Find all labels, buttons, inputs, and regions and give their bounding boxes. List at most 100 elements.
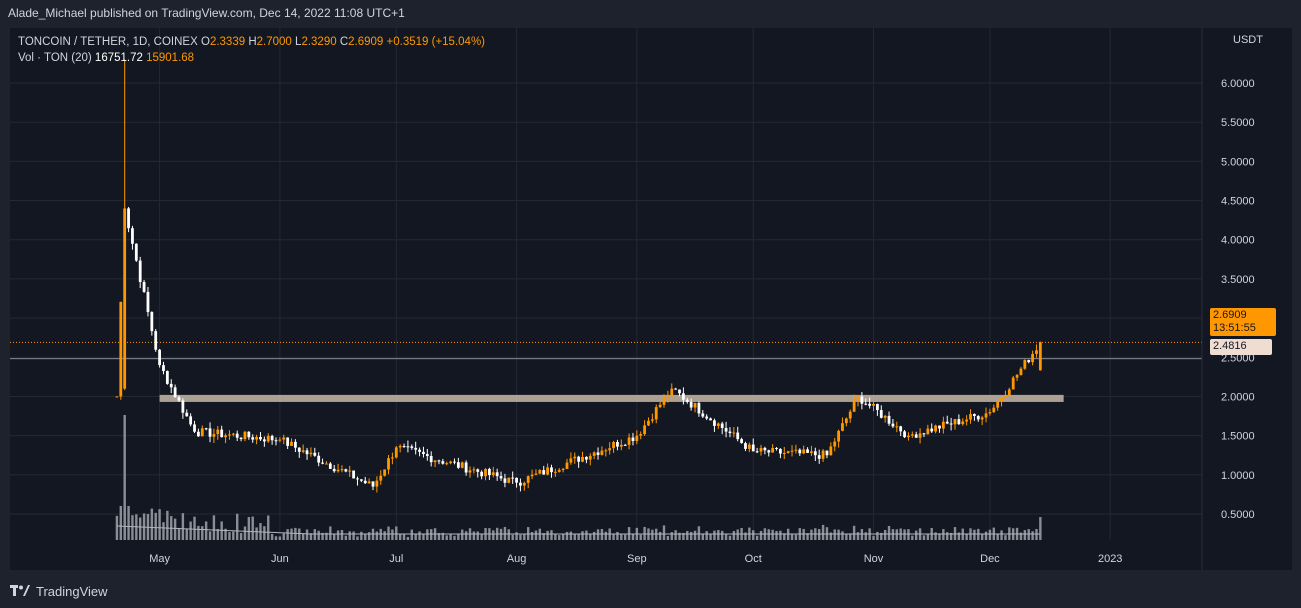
volume-bar xyxy=(837,529,840,540)
candle-body xyxy=(325,463,328,465)
candle-body xyxy=(988,412,992,414)
candle-body xyxy=(526,476,530,483)
candle-body xyxy=(131,228,134,244)
candle-body xyxy=(674,388,678,390)
candle-body xyxy=(375,480,379,487)
volume-bar xyxy=(783,533,786,540)
candle-body xyxy=(709,418,712,421)
volume-bar xyxy=(860,529,864,540)
candle-body xyxy=(336,469,340,472)
volume-bar xyxy=(193,516,196,540)
candle-body xyxy=(806,449,809,453)
candle-body xyxy=(445,463,449,465)
candle-body xyxy=(973,414,976,416)
candle-body xyxy=(1031,353,1034,363)
candle-body xyxy=(938,425,941,429)
candle-body xyxy=(216,429,220,435)
volume-bar xyxy=(592,531,596,540)
volume-bar xyxy=(154,512,157,540)
candle-body xyxy=(476,469,480,472)
candle-body xyxy=(627,437,631,445)
candle-body xyxy=(879,410,883,418)
volume-bar xyxy=(185,528,188,540)
volume-bar xyxy=(375,531,379,540)
price-chart[interactable]: 0.50001.00001.50002.00002.50003.00003.50… xyxy=(10,28,1292,570)
candle-body xyxy=(713,420,716,426)
symbol-name[interactable]: TONCOIN / TETHER, 1D, COINEX xyxy=(18,36,198,48)
volume-bar xyxy=(298,528,301,540)
volume-bar xyxy=(775,530,778,540)
y-tick-label: 1.5000 xyxy=(1221,431,1255,443)
x-tick-label: Jul xyxy=(389,553,403,565)
volume-bar xyxy=(643,526,646,540)
volume-bar xyxy=(263,526,266,540)
volume-bar xyxy=(845,534,848,540)
volume-bar xyxy=(336,530,340,540)
candle-body xyxy=(705,416,709,419)
candle-body xyxy=(662,396,666,405)
volume-bar xyxy=(852,525,856,540)
candle-body xyxy=(297,447,301,452)
candle-body xyxy=(235,433,239,438)
candle-body xyxy=(286,437,290,446)
volume-bar xyxy=(558,535,561,540)
candle-body xyxy=(278,439,282,441)
candle-body xyxy=(220,429,224,438)
candle-body xyxy=(123,208,127,389)
candle-body xyxy=(961,421,965,425)
candle-body xyxy=(848,411,852,419)
volume-bar xyxy=(340,529,344,540)
volume-bar xyxy=(709,534,712,540)
volume-bar xyxy=(616,531,619,540)
volume-bar xyxy=(364,533,367,540)
volume-bar xyxy=(728,535,732,540)
footer-brand[interactable]: TradingView xyxy=(10,582,108,600)
volume-bar xyxy=(1031,531,1034,540)
candle-body xyxy=(212,434,216,437)
volume-bar xyxy=(472,531,476,540)
x-tick-label: Jun xyxy=(271,553,289,565)
y-tick-label: 5.5000 xyxy=(1221,117,1255,129)
volume-bar xyxy=(911,535,914,540)
volume-bar xyxy=(938,533,941,540)
volume-bar xyxy=(515,532,518,540)
volume-bar xyxy=(158,509,161,540)
candle-body xyxy=(290,441,293,446)
volume-bar xyxy=(367,532,371,540)
chart-pane[interactable]: 0.50001.00001.50002.00002.50003.00003.50… xyxy=(10,28,1292,570)
volume-bar xyxy=(887,525,891,540)
candle-body xyxy=(992,407,996,413)
candle-body xyxy=(1015,374,1019,378)
volume-bar xyxy=(713,530,716,540)
volume-label[interactable]: Vol · TON (20) xyxy=(18,52,92,64)
candle-body xyxy=(650,419,654,421)
candle-body xyxy=(464,462,468,473)
candle-body xyxy=(581,456,584,462)
volume-bar xyxy=(674,530,677,540)
candle-body xyxy=(266,435,270,442)
volume-bar xyxy=(988,529,992,540)
volume-bar xyxy=(697,526,701,540)
candle-body xyxy=(813,451,817,456)
candle-body xyxy=(367,481,371,484)
candle-body xyxy=(309,452,313,455)
candle-body xyxy=(616,442,619,447)
candle-body xyxy=(666,395,670,397)
volume-bar xyxy=(767,529,770,540)
candle-body xyxy=(852,400,856,412)
candle-body xyxy=(728,431,732,434)
volume-bar xyxy=(278,536,282,540)
candle-body xyxy=(534,473,538,475)
candle-body xyxy=(425,454,429,456)
candle-body xyxy=(115,396,119,398)
candle-body xyxy=(414,447,418,450)
volume-bar xyxy=(949,532,953,540)
volume-bar xyxy=(236,513,239,540)
candle-body xyxy=(759,447,763,452)
volume-bar xyxy=(686,530,689,540)
volume-bar xyxy=(946,532,949,540)
candle-body xyxy=(802,449,806,454)
candle-body xyxy=(185,412,189,417)
candle-body xyxy=(720,423,724,428)
grid xyxy=(10,28,1202,540)
